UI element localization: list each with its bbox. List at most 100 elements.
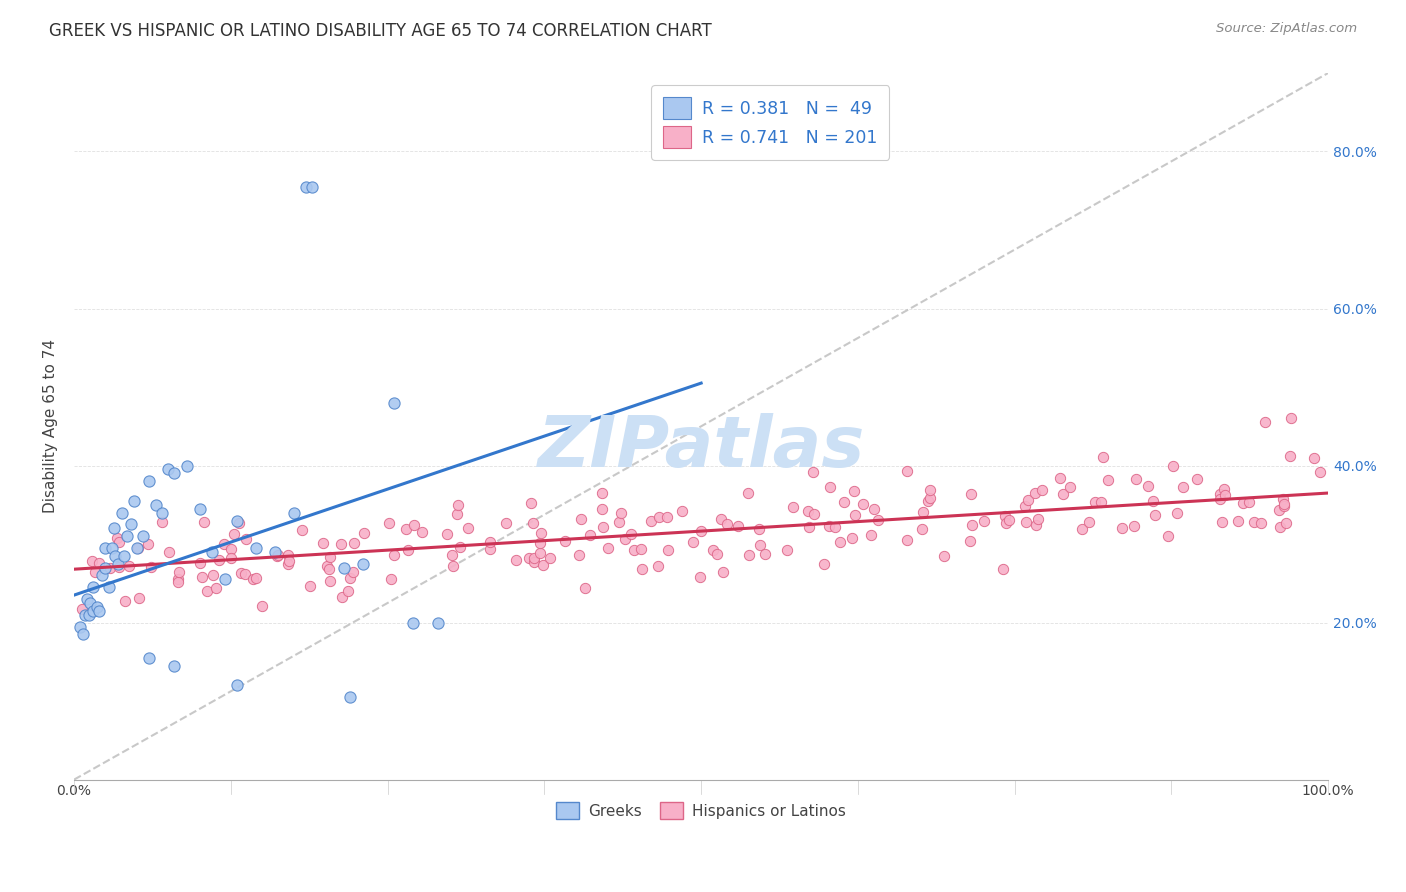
Point [190, 569, 212, 583]
Point [132, 529, 155, 543]
Point [754, 547, 776, 561]
Point [219, 542, 242, 557]
Point [426, 615, 449, 630]
Point [1166, 506, 1188, 520]
Point [748, 522, 770, 536]
Point [1031, 483, 1053, 497]
Point [318, 561, 340, 575]
Point [446, 507, 468, 521]
Point [136, 537, 159, 551]
Point [801, 465, 824, 479]
Point [1279, 449, 1302, 463]
Point [330, 590, 353, 604]
Point [1084, 495, 1107, 509]
Point [94, 541, 117, 555]
Point [69, 619, 91, 633]
Point [343, 536, 366, 550]
Point [72, 627, 94, 641]
Point [1271, 492, 1294, 507]
Point [103, 521, 125, 535]
Point [1303, 450, 1326, 465]
Point [342, 565, 364, 579]
Text: GREEK VS HISPANIC OR LATINO DISABILITY AGE 65 TO 74 CORRELATION CHART: GREEK VS HISPANIC OR LATINO DISABILITY A… [49, 22, 711, 40]
Point [711, 565, 734, 579]
Point [495, 516, 517, 530]
Point [824, 519, 846, 533]
Point [159, 545, 181, 559]
Point [353, 526, 375, 541]
Point [803, 507, 825, 521]
Point [993, 562, 1015, 576]
Point [457, 521, 479, 535]
Point [395, 522, 418, 536]
Point [1049, 471, 1071, 485]
Point [208, 552, 231, 566]
Point [478, 542, 501, 557]
Point [447, 498, 470, 512]
Y-axis label: Disability Age 65 to 74: Disability Age 65 to 74 [44, 339, 58, 513]
Point [396, 543, 419, 558]
Point [1090, 495, 1112, 509]
Point [520, 495, 543, 509]
Point [727, 519, 749, 533]
Point [77, 607, 100, 622]
Point [517, 550, 540, 565]
Point [613, 533, 636, 547]
Point [797, 504, 820, 518]
Point [336, 583, 359, 598]
Point [1077, 516, 1099, 530]
Point [402, 615, 425, 630]
Point [1163, 458, 1185, 473]
Point [591, 502, 613, 516]
Point [531, 558, 554, 573]
Point [263, 545, 285, 559]
Point [163, 658, 186, 673]
Point [1125, 472, 1147, 486]
Point [266, 549, 288, 563]
Point [1272, 499, 1295, 513]
Point [918, 491, 941, 506]
Point [245, 541, 267, 555]
Point [1237, 495, 1260, 509]
Point [609, 506, 631, 520]
Point [1111, 521, 1133, 535]
Point [782, 500, 804, 515]
Point [139, 559, 162, 574]
Point [277, 554, 299, 568]
Point [150, 515, 173, 529]
Point [1309, 465, 1331, 479]
Point [1254, 416, 1277, 430]
Point [315, 558, 337, 573]
Point [592, 520, 614, 534]
Point [214, 573, 236, 587]
Point [647, 509, 669, 524]
Point [1279, 411, 1302, 425]
Point [1123, 518, 1146, 533]
Point [959, 534, 981, 549]
Point [86, 599, 108, 614]
Point [682, 535, 704, 549]
Point [404, 518, 426, 533]
Point [1052, 487, 1074, 501]
Point [1092, 450, 1115, 464]
Point [1209, 491, 1232, 506]
Point [98, 580, 121, 594]
Point [378, 516, 401, 530]
Point [112, 549, 135, 563]
Point [538, 550, 561, 565]
Point [229, 566, 252, 580]
Point [1137, 478, 1160, 492]
Point [319, 574, 342, 589]
Point [568, 549, 591, 563]
Point [702, 543, 724, 558]
Point [818, 518, 841, 533]
Point [295, 179, 318, 194]
Point [479, 534, 502, 549]
Text: Source: ZipAtlas.com: Source: ZipAtlas.com [1216, 22, 1357, 36]
Point [94, 560, 117, 574]
Point [105, 531, 128, 545]
Point [157, 462, 180, 476]
Point [301, 179, 323, 194]
Point [1097, 473, 1119, 487]
Point [318, 549, 340, 564]
